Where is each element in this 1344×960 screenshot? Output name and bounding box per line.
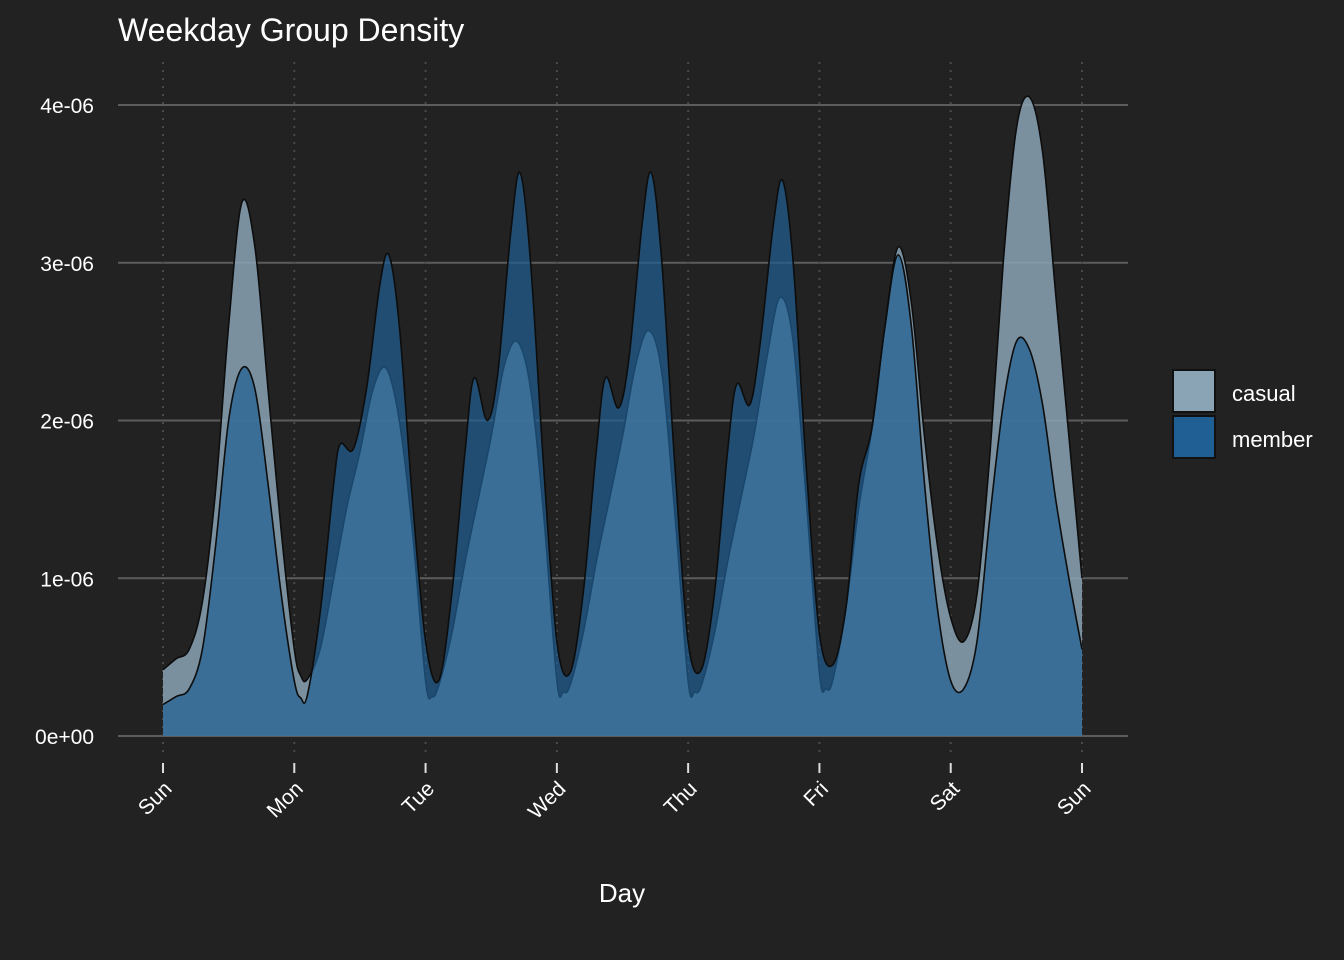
y-tick-label: 4e-06	[40, 95, 94, 118]
y-tick-label: 0e+00	[35, 726, 94, 749]
y-tick-label: 1e-06	[40, 568, 94, 591]
legend-label-casual: casual	[1232, 381, 1296, 406]
legend-label-member: member	[1232, 427, 1313, 452]
chart-title: Weekday Group Density	[118, 12, 464, 48]
density-area-member	[163, 171, 1082, 737]
x-axis-title: Day	[599, 878, 645, 908]
legend: casual member	[1172, 369, 1313, 459]
density-areas	[162, 95, 1083, 737]
density-outline-member	[162, 171, 1083, 706]
legend-key-member	[1172, 415, 1216, 459]
y-tick-label: 3e-06	[40, 253, 94, 276]
y-tick-label: 2e-06	[40, 411, 94, 434]
legend-key-casual	[1172, 369, 1216, 413]
